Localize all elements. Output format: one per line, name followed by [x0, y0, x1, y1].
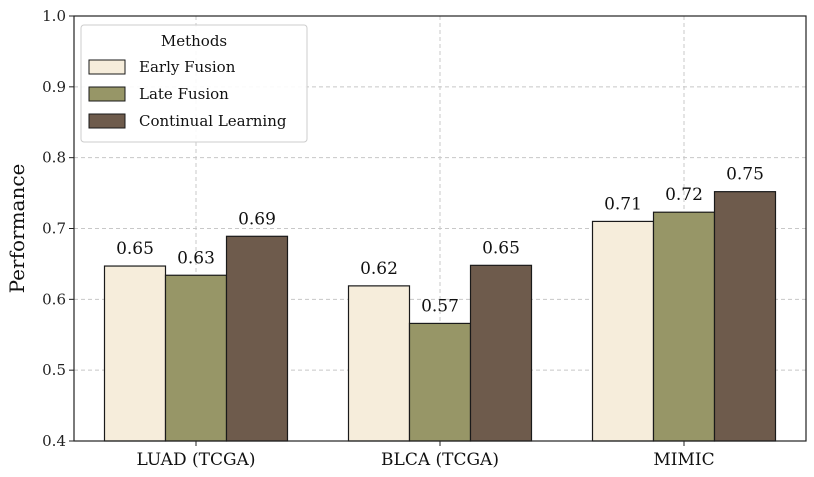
legend-label-continual-learning: Continual Learning [139, 112, 287, 130]
y-tick-label: 0.5 [42, 361, 66, 379]
legend-label-early-fusion: Early Fusion [139, 58, 236, 76]
y-tick-label: 1.0 [42, 7, 66, 25]
data-label-continual-learning-luad-tcga: 0.69 [238, 209, 276, 229]
data-labels: 0.65 0.63 0.69 0.62 0.57 0.65 0.71 0.72 0.75 [116, 165, 764, 317]
bar-early-fusion-mimic [591, 220, 655, 442]
bar-late-fusion-blca-tcga [408, 322, 472, 442]
y-tick-label: 0.9 [42, 78, 66, 96]
x-tick-label: MIMIC [653, 450, 714, 470]
y-tick-label: 0.8 [42, 149, 66, 167]
x-tick-label: LUAD (TCGA) [137, 450, 256, 470]
bar-continual-learning-mimic [713, 191, 777, 442]
data-label-continual-learning-blca-tcga: 0.65 [482, 238, 520, 258]
legend-swatch-early-fusion [88, 59, 126, 75]
y-tick-label: 0.4 [42, 432, 66, 450]
x-axis-ticks: LUAD (TCGA) BLCA (TCGA) MIMIC [137, 441, 715, 470]
bar-late-fusion-luad-tcga [164, 274, 228, 442]
data-label-late-fusion-mimic: 0.72 [665, 185, 703, 205]
bar-continual-learning-luad-tcga [225, 235, 289, 442]
y-axis-ticks: 0.4 0.5 0.6 0.7 0.8 0.9 1.0 [42, 7, 74, 450]
bar-early-fusion-luad-tcga [103, 265, 167, 442]
bar-early-fusion-blca-tcga [347, 285, 411, 442]
data-label-early-fusion-blca-tcga: 0.62 [360, 259, 398, 279]
data-label-continual-learning-mimic: 0.75 [726, 165, 764, 185]
bar-late-fusion-mimic [652, 211, 716, 442]
legend: Methods Early Fusion Late Fusion Continual… [80, 24, 308, 143]
x-tick-label: BLCA (TCGA) [381, 450, 499, 470]
legend-swatch-continual-learning [88, 113, 126, 129]
bar-continual-learning-blca-tcga [469, 264, 533, 442]
legend-box [80, 24, 308, 143]
legend-label-late-fusion: Late Fusion [139, 85, 229, 103]
data-label-late-fusion-luad-tcga: 0.63 [177, 248, 215, 268]
y-axis-title: Performance [5, 164, 29, 294]
bars [103, 191, 777, 442]
y-tick-label: 0.6 [42, 290, 66, 308]
data-label-early-fusion-mimic: 0.71 [604, 194, 642, 214]
legend-swatch-late-fusion [88, 86, 126, 102]
data-label-late-fusion-blca-tcga: 0.57 [421, 296, 459, 316]
data-label-early-fusion-luad-tcga: 0.65 [116, 239, 154, 259]
legend-title: Methods [161, 32, 227, 50]
y-tick-label: 0.7 [42, 220, 66, 238]
